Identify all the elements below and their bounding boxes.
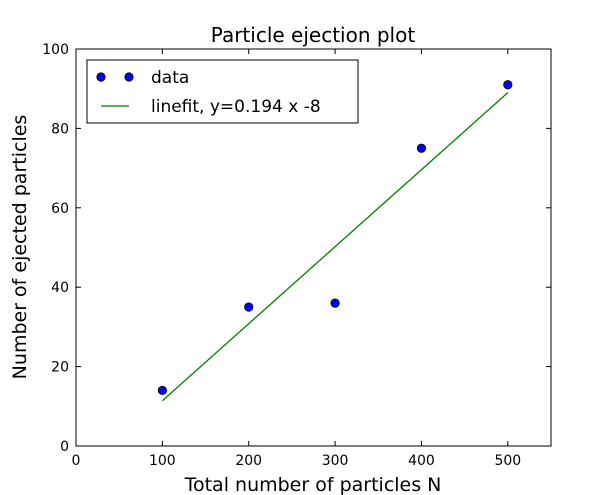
- legend: data linefit, y=0.194 x -8: [86, 59, 359, 124]
- data-point: [157, 385, 167, 396]
- linefit-line: [161, 92, 509, 402]
- x-tick-label: 300: [322, 453, 349, 469]
- axis-ticks: [75, 48, 551, 447]
- y-axis-label: Number of ejected particles: [9, 115, 31, 380]
- legend-label: data: [151, 68, 189, 88]
- y-tick-label: 60: [51, 201, 69, 217]
- data-point: [244, 302, 254, 312]
- x-tick-label: 0: [72, 453, 81, 469]
- data-point: [330, 298, 340, 308]
- y-tick-label: 40: [51, 280, 69, 296]
- y-tick-label: 20: [51, 360, 69, 376]
- legend-items: data linefit, y=0.194 x -8: [96, 68, 321, 117]
- y-tick-label: 80: [51, 121, 69, 137]
- x-tick-label: 400: [408, 453, 435, 469]
- legend-marker-swatch: [124, 72, 134, 82]
- legend-label: linefit, y=0.194 x -8: [151, 97, 321, 117]
- data-point: [503, 80, 513, 90]
- x-axis-label: Total number of particles N: [184, 474, 442, 495]
- y-tick-label: 0: [60, 439, 69, 455]
- x-tick-label: 100: [149, 453, 176, 469]
- axis-tick-labels: 0 100 200 300 400 500 0 20 40 60 80 100: [42, 42, 521, 469]
- x-tick-label: 500: [494, 453, 521, 469]
- data-point: [416, 143, 427, 153]
- y-tick-label: 100: [42, 42, 69, 58]
- legend-marker-swatch: [96, 72, 106, 82]
- chart-title: Particle ejection plot: [211, 23, 416, 47]
- x-tick-label: 200: [235, 453, 262, 469]
- series-layer: [157, 80, 513, 402]
- legend-box: [86, 59, 359, 124]
